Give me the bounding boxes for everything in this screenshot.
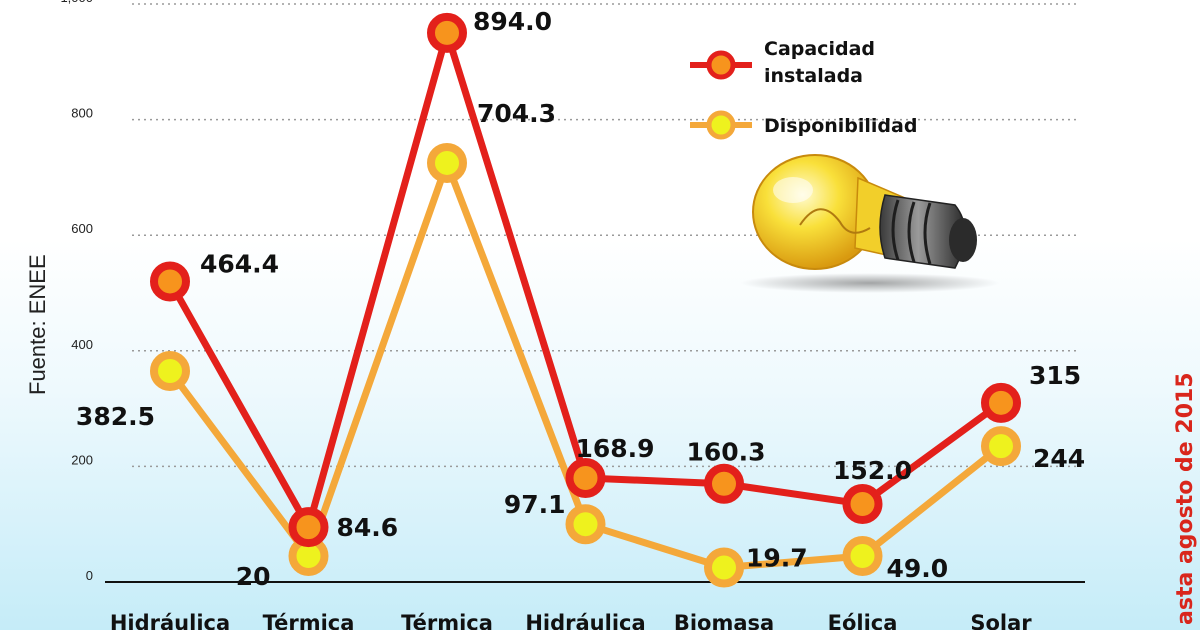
data-point	[842, 535, 883, 576]
legend: Capacidad instalada Disponibilidad	[690, 38, 917, 140]
data-label: 894.0	[473, 7, 552, 36]
bulb-tip	[949, 218, 977, 262]
data-label: 168.9	[576, 434, 655, 463]
gridlines	[132, 3, 1080, 468]
data-point	[842, 483, 883, 524]
data-point	[427, 12, 467, 53]
legend-item-disponibilidad: Disponibilidad	[690, 110, 917, 140]
data-label: 19.7	[746, 544, 808, 573]
x-axis: Hidráulica Térmica Térmica Hidráulica Biomas…	[110, 611, 1032, 630]
legend-swatch-marker	[706, 50, 736, 80]
data-label: 382.5	[76, 402, 155, 431]
data-label: 84.6	[337, 513, 399, 542]
x-category-label: Biomasa	[674, 611, 774, 630]
x-category-label: Hidráulica	[525, 611, 645, 630]
data-point	[981, 426, 1021, 467]
data-label: 704.3	[477, 99, 556, 128]
data-point	[427, 142, 467, 183]
source-label: Fuente: ENEE	[25, 254, 50, 395]
bulb-shadow	[740, 273, 1000, 293]
data-label: 97.1	[504, 490, 566, 519]
bulb-highlight	[773, 177, 813, 203]
data-point	[704, 463, 744, 504]
data-label: 20	[236, 562, 271, 591]
data-point	[704, 547, 744, 588]
y-tick-label: 400	[71, 337, 93, 352]
data-label: 464.4	[200, 249, 279, 278]
data-point	[565, 504, 606, 545]
data-label: 49.0	[887, 554, 949, 583]
bulb-base	[879, 194, 966, 269]
y-axis: 0 200 400 600 800 1,000	[60, 0, 93, 583]
data-point	[150, 351, 190, 392]
legend-label-capacidad: Capacidad	[764, 38, 875, 60]
legend-label-disponibilidad: Disponibilidad	[764, 115, 917, 137]
data-point	[981, 382, 1021, 423]
legend-label-capacidad-line2: instalada	[764, 65, 863, 87]
x-category-label: Solar	[970, 611, 1032, 630]
data-point	[288, 507, 329, 548]
bulb-filament	[799, 208, 871, 234]
y-tick-label: 0	[86, 568, 93, 583]
data-label: 160.3	[686, 438, 765, 467]
data-point	[565, 457, 606, 498]
y-tick-label: 200	[71, 452, 93, 467]
data-label: 152.0	[833, 456, 912, 485]
x-category-label: Eólica	[828, 611, 898, 630]
legend-swatch-marker	[706, 110, 736, 140]
data-label: 244	[1033, 444, 1085, 473]
y-tick-label: 600	[71, 221, 93, 236]
data-label: 315	[1029, 361, 1081, 390]
legend-item-capacidad: Capacidad instalada	[690, 38, 875, 87]
bulb-thread	[891, 199, 932, 265]
data-labels: 464.4 84.6 894.0 168.9 160.3 152.0 315 382.5 20 7…	[76, 7, 1085, 591]
x-category-label: Hidráulica	[110, 611, 230, 630]
light-bulb-icon	[740, 154, 1000, 293]
series-markers	[150, 12, 1021, 588]
data-point	[150, 261, 190, 302]
y-tick-label: 800	[71, 106, 93, 121]
side-note: asta agosto de 2015	[1173, 372, 1198, 625]
x-category-label: Térmica	[263, 611, 355, 630]
y-tick-label: 1,000	[60, 0, 93, 5]
x-category-label: Térmica	[401, 611, 493, 630]
